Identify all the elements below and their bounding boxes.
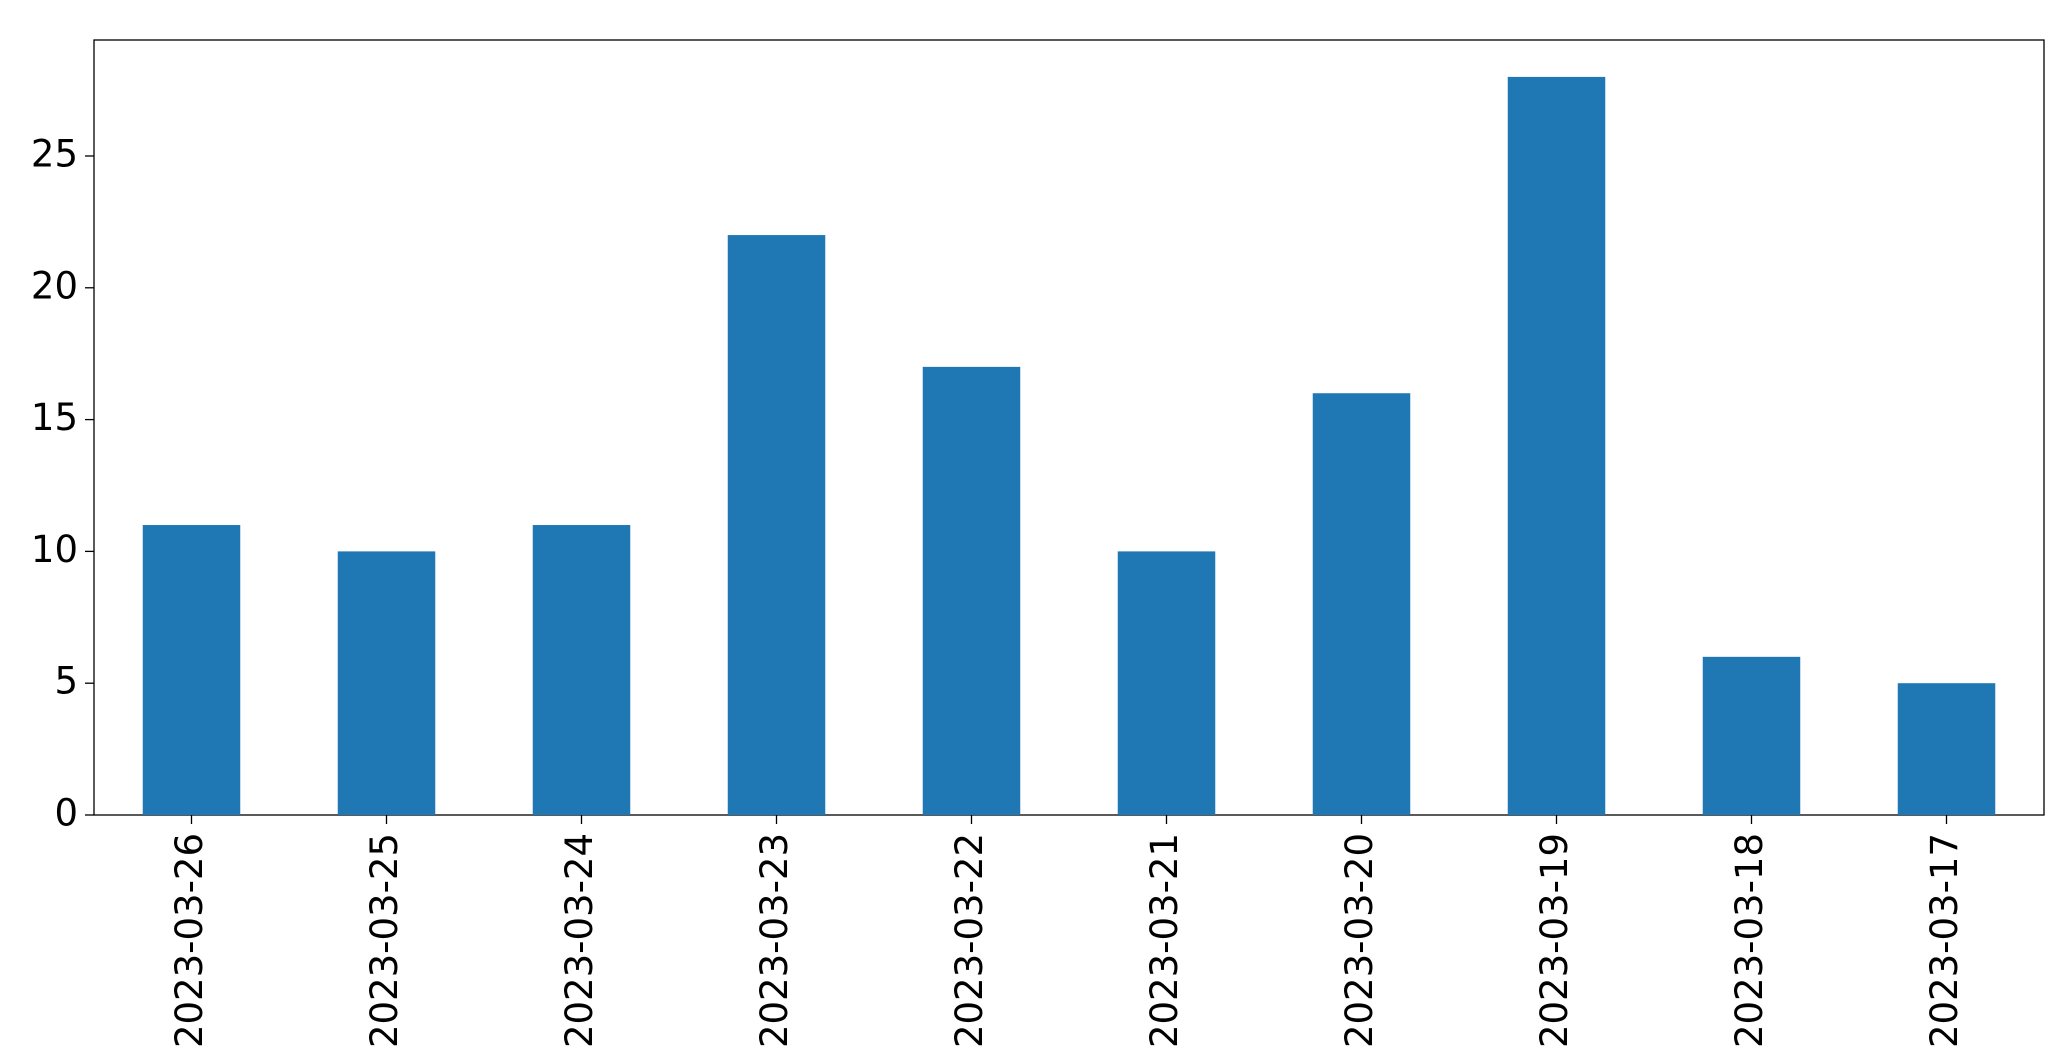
x-tick-label: 2023-03-24 (558, 833, 601, 1048)
x-tick-label: 2023-03-18 (1728, 833, 1771, 1048)
y-tick-label: 25 (31, 132, 78, 175)
y-tick-label: 5 (54, 660, 78, 703)
bar (922, 366, 1021, 815)
x-tick-label: 2023-03-19 (1533, 833, 1576, 1048)
bar (1897, 683, 1996, 815)
x-tick-label: 2023-03-21 (1143, 833, 1186, 1048)
plot-frame (93, 39, 2045, 816)
bar (1117, 551, 1216, 815)
y-tick-label: 15 (31, 396, 78, 439)
x-tick-label: 2023-03-20 (1338, 833, 1381, 1048)
y-tick-label: 20 (31, 264, 78, 307)
bar (1507, 76, 1606, 815)
x-tick-label: 2023-03-26 (168, 833, 211, 1048)
bar (1702, 656, 1801, 815)
bar (532, 525, 631, 815)
bar (727, 235, 826, 816)
y-tick-label: 0 (54, 792, 78, 835)
bar (337, 551, 436, 815)
bar (1312, 393, 1411, 815)
x-tick-label: 2023-03-23 (753, 833, 796, 1048)
x-tick-label: 2023-03-25 (363, 833, 406, 1048)
y-tick-label: 10 (31, 528, 78, 571)
x-tick-label: 2023-03-17 (1923, 833, 1966, 1048)
bar (142, 525, 241, 815)
x-tick-label: 2023-03-22 (948, 833, 991, 1048)
